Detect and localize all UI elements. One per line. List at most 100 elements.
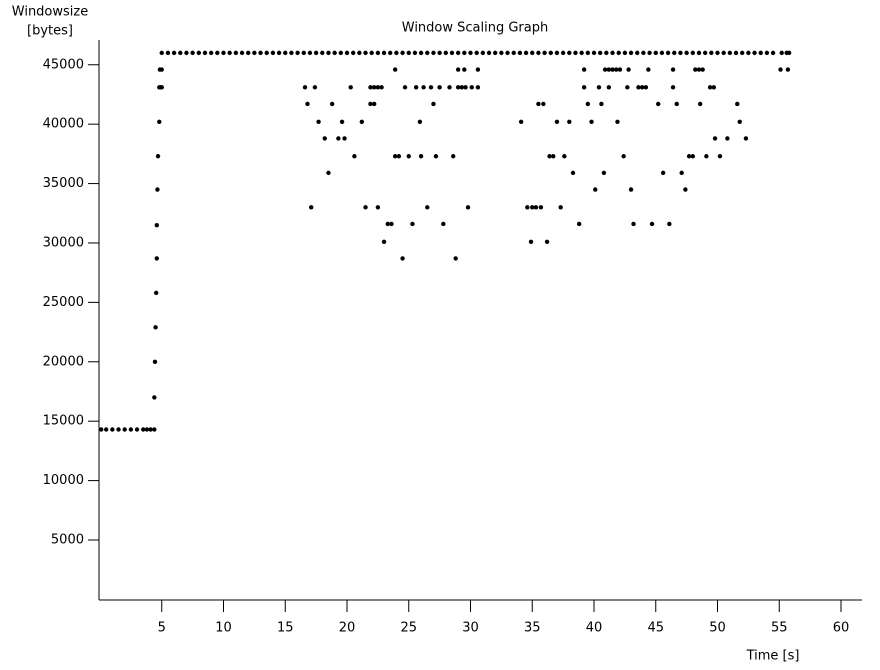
point: [606, 85, 612, 90]
point: [475, 85, 481, 90]
point: [468, 50, 473, 56]
point: [134, 427, 140, 432]
x-tick-label: 60: [833, 621, 850, 636]
point: [743, 136, 749, 141]
point: [437, 50, 442, 56]
point: [246, 50, 251, 56]
y-tick-label: 40000: [43, 117, 84, 132]
point: [628, 50, 634, 56]
point: [359, 119, 365, 124]
point: [712, 136, 718, 141]
point: [459, 85, 465, 90]
point: [402, 85, 408, 90]
point: [614, 67, 619, 72]
point: [735, 101, 740, 107]
point: [523, 50, 529, 56]
y-tick-label: 45000: [43, 57, 84, 72]
point: [525, 205, 530, 210]
point: [208, 50, 214, 56]
x-tick-label: 15: [277, 621, 294, 636]
point: [493, 50, 498, 56]
point: [152, 395, 157, 400]
point: [437, 85, 442, 90]
point: [453, 256, 458, 261]
point: [348, 85, 353, 90]
point: [474, 50, 479, 56]
point: [696, 67, 702, 72]
point: [154, 256, 160, 261]
point: [152, 427, 157, 432]
point: [165, 50, 171, 56]
point: [389, 221, 394, 227]
point: [585, 101, 591, 107]
point: [686, 154, 692, 159]
point: [196, 50, 202, 56]
point: [368, 85, 373, 90]
point: [316, 119, 321, 124]
point: [221, 50, 226, 56]
point: [155, 187, 160, 192]
point: [418, 50, 424, 56]
point: [505, 50, 510, 56]
y-tick-label: 35000: [43, 176, 84, 191]
point: [148, 427, 153, 432]
point: [381, 50, 387, 56]
point: [233, 50, 239, 56]
point: [544, 239, 550, 244]
point: [560, 50, 566, 56]
point: [579, 50, 584, 56]
point: [178, 50, 183, 56]
point: [128, 427, 134, 432]
point: [533, 205, 539, 210]
point: [615, 119, 620, 124]
point: [597, 50, 603, 56]
point: [455, 67, 461, 72]
point: [406, 154, 411, 159]
x-tick-label: 40: [586, 621, 603, 636]
point: [628, 187, 634, 192]
point: [625, 85, 630, 90]
point: [431, 50, 436, 56]
point: [141, 427, 146, 432]
point: [617, 67, 623, 72]
x-tick-label: 45: [647, 621, 664, 636]
point: [647, 50, 652, 56]
y-tick-label: 30000: [43, 235, 84, 250]
point: [631, 221, 636, 227]
point: [462, 50, 467, 56]
point: [702, 50, 708, 56]
point: [585, 50, 591, 56]
point: [548, 50, 553, 56]
point: [350, 50, 356, 56]
point: [679, 170, 684, 176]
y-tick-label: 20000: [43, 354, 84, 369]
point: [418, 154, 424, 159]
point: [698, 101, 703, 107]
point: [301, 50, 306, 56]
point: [690, 154, 696, 159]
point: [558, 205, 563, 210]
point: [486, 50, 492, 56]
point: [683, 187, 688, 192]
point: [547, 154, 552, 159]
point: [475, 67, 481, 72]
point: [400, 256, 405, 261]
point: [610, 50, 615, 56]
point: [400, 50, 405, 56]
point: [709, 50, 714, 56]
point: [394, 50, 399, 56]
point: [295, 50, 300, 56]
point: [554, 50, 560, 56]
x-tick-label: 20: [339, 621, 356, 636]
point: [610, 67, 615, 72]
point: [385, 221, 390, 227]
point: [336, 136, 341, 141]
point: [581, 85, 587, 90]
point: [717, 154, 723, 159]
point: [379, 85, 384, 90]
point: [711, 85, 716, 90]
point: [463, 85, 468, 90]
y-axis-unit: [bytes]: [27, 24, 73, 39]
